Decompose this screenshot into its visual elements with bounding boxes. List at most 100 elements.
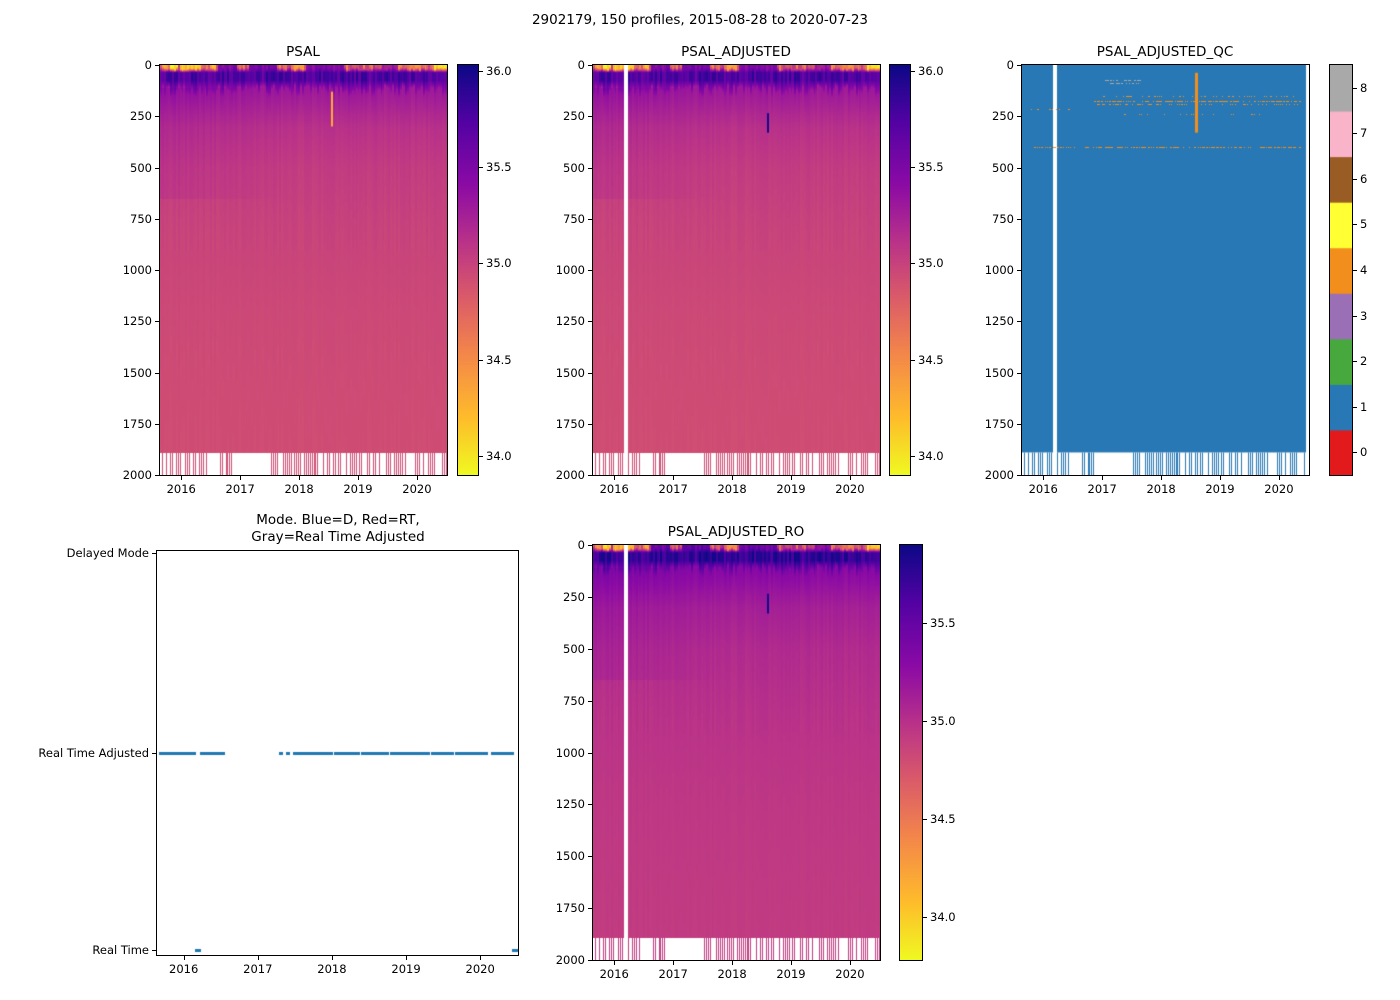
x-axis-tick-label: 2016 [599, 967, 629, 981]
x-axis-tick-label: 2017 [225, 482, 255, 496]
axis-tick-mark [588, 908, 592, 910]
axis-tick-mark [155, 65, 159, 66]
psal-adjusted-ro-heatmap [592, 544, 881, 961]
x-axis-tick-label: 2018 [317, 962, 347, 976]
qc-flag-tick-label: 7 [1360, 126, 1368, 141]
colorbar-tick-label: 34.0 [486, 448, 512, 463]
x-axis-tick-label: 2016 [166, 482, 196, 496]
axis-tick-mark [588, 270, 592, 271]
axis-tick-mark [155, 218, 159, 220]
x-axis-tick-label: 2017 [1087, 482, 1117, 496]
axis-tick-mark [849, 961, 851, 965]
axis-tick-mark [588, 752, 592, 754]
axis-tick-mark [155, 116, 159, 118]
axis-tick-mark [1102, 476, 1104, 480]
x-axis-tick-label: 2016 [599, 482, 629, 496]
mode-panel-title-line2: Gray=Real Time Adjusted [251, 529, 425, 545]
axis-tick-mark [588, 596, 592, 598]
qc-flag-tick-label: 1 [1360, 399, 1368, 414]
colorbar-tick-label: 34.0 [930, 909, 956, 924]
axis-tick-mark [588, 648, 592, 650]
depth-tick-label: 250 [992, 109, 1014, 124]
axis-tick-mark [240, 476, 242, 480]
colorbar-tick-label: 35.0 [918, 256, 944, 271]
axis-tick-mark [358, 476, 359, 480]
axis-tick-mark [155, 372, 159, 374]
psal-adjusted-panel-title: PSAL_ADJUSTED [681, 44, 791, 60]
mode-panel-title: Mode. Blue=D, Red=RT, Gray=Real Time Adj… [251, 512, 424, 546]
axis-tick-mark [331, 956, 333, 960]
axis-tick-mark [155, 270, 159, 271]
axis-tick-mark [416, 476, 418, 480]
axis-tick-mark [588, 856, 592, 858]
depth-tick-label: 1000 [122, 263, 152, 277]
axis-tick-mark [1017, 475, 1021, 476]
axis-tick-mark [923, 623, 927, 625]
psal-adjusted-heatmap [592, 64, 881, 476]
x-axis-tick-label: 2017 [658, 482, 688, 496]
colorbar-tick-label: 35.0 [486, 256, 512, 271]
depth-tick-label: 500 [563, 641, 585, 656]
depth-tick-label: 750 [563, 211, 585, 226]
depth-tick-label: 0 [577, 58, 585, 72]
x-axis-tick-label: 2016 [1028, 482, 1058, 496]
mode-category-label: Delayed Mode [66, 546, 149, 561]
depth-tick-label: 1750 [122, 416, 152, 431]
axis-tick-mark [923, 819, 927, 821]
colorbar-tick-label: 35.5 [930, 616, 956, 631]
depth-tick-label: 500 [992, 160, 1014, 175]
axis-tick-mark [588, 321, 592, 323]
axis-tick-mark [1017, 65, 1021, 66]
psal-adjusted-qc-panel-title: PSAL_ADJUSTED_QC [1096, 44, 1234, 60]
axis-tick-mark [299, 476, 301, 480]
axis-tick-mark [479, 167, 483, 169]
x-axis-tick-label: 2017 [658, 967, 688, 981]
axis-tick-mark [732, 961, 734, 965]
depth-tick-label: 250 [130, 109, 152, 124]
axis-tick-mark [911, 359, 915, 361]
axis-tick-mark [588, 65, 592, 66]
depth-tick-label: 1500 [555, 365, 585, 380]
depth-tick-label: 1250 [555, 797, 585, 812]
depth-tick-label: 1750 [555, 416, 585, 431]
axis-tick-mark [1017, 116, 1021, 118]
x-axis-tick-label: 2019 [343, 482, 373, 496]
axis-tick-mark [1353, 178, 1357, 180]
axis-tick-mark [155, 423, 159, 425]
x-axis-tick-label: 2016 [169, 962, 199, 976]
axis-tick-mark [1353, 452, 1357, 454]
axis-tick-mark [588, 545, 592, 546]
mode-panel-title-line1: Mode. Blue=D, Red=RT, [256, 512, 420, 528]
depth-tick-label: 0 [577, 538, 585, 552]
axis-tick-mark [849, 476, 851, 480]
colorbar-tick-label: 34.5 [918, 352, 944, 367]
qc-flag-tick-label: 4 [1360, 263, 1368, 277]
x-axis-tick-label: 2017 [243, 962, 273, 976]
depth-tick-label: 1750 [984, 416, 1014, 431]
axis-tick-mark [1017, 372, 1021, 374]
axis-tick-mark [1017, 423, 1021, 425]
axis-tick-mark [406, 956, 408, 960]
depth-tick-label: 2000 [555, 468, 585, 482]
depth-tick-label: 1500 [555, 849, 585, 864]
mode-scatter-plot [156, 550, 519, 956]
x-axis-tick-label: 2020 [835, 967, 865, 981]
axis-tick-mark [614, 476, 616, 480]
axis-tick-mark [479, 263, 483, 265]
depth-tick-label: 1000 [555, 263, 585, 277]
axis-tick-mark [588, 423, 592, 425]
depth-tick-label: 1000 [984, 263, 1014, 277]
x-axis-tick-label: 2019 [391, 962, 421, 976]
axis-tick-mark [614, 961, 616, 965]
axis-tick-mark [1353, 315, 1357, 317]
qc-flag-tick-label: 5 [1360, 217, 1368, 232]
psal-panel-title: PSAL [286, 44, 320, 60]
axis-tick-mark [588, 475, 592, 476]
axis-tick-mark [152, 950, 156, 952]
axis-tick-mark [1161, 476, 1163, 480]
x-axis-tick-label: 2018 [717, 482, 747, 496]
psal-adjusted-colorbar [889, 64, 911, 476]
colorbar-tick-label: 36.0 [918, 63, 944, 78]
depth-tick-label: 1750 [555, 901, 585, 916]
